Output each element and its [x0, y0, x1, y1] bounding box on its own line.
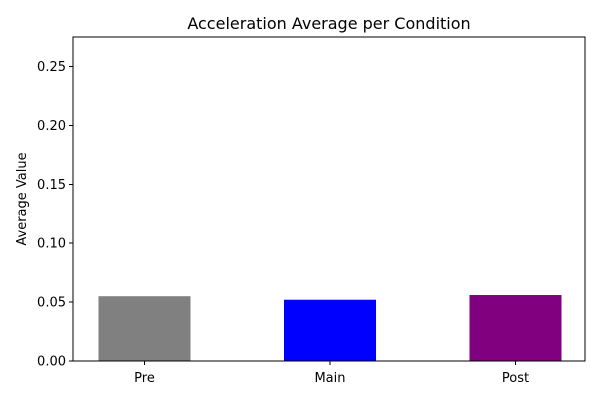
- bar-main: [284, 299, 376, 361]
- y-ticks-layer: 0.00 0.05 0.10 0.15 0.20 0.25: [37, 60, 73, 370]
- x-tick-label: Post: [502, 371, 529, 386]
- bar-pre: [98, 296, 191, 361]
- y-tick-label: 0.15: [37, 178, 66, 193]
- y-tick-label: 0.25: [37, 60, 66, 75]
- x-tick-label: Main: [314, 371, 345, 386]
- y-axis-label: Average Value: [15, 152, 30, 245]
- y-tick-label: 0.20: [37, 119, 66, 134]
- bar-post: [469, 295, 562, 361]
- chart-title: Acceleration Average per Condition: [187, 14, 470, 33]
- x-ticks-layer: Pre Main Post: [134, 361, 529, 386]
- y-tick-label: 0.00: [37, 355, 66, 370]
- y-tick-label: 0.05: [37, 296, 66, 311]
- plot-frame: [72, 36, 586, 362]
- x-tick-label: Pre: [134, 371, 155, 386]
- y-tick-label: 0.10: [37, 237, 66, 252]
- bars-layer: [98, 295, 562, 361]
